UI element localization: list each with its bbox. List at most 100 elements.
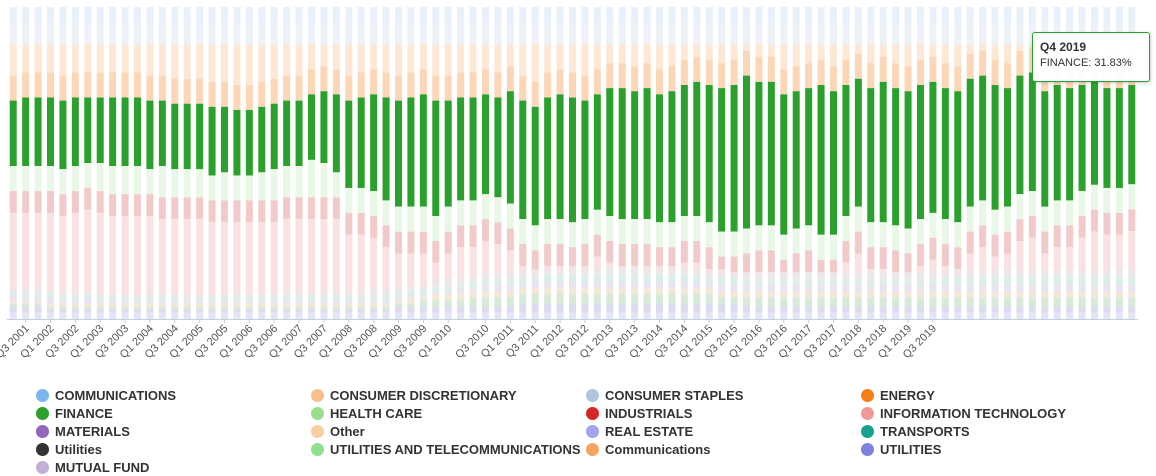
bar-misc-segment xyxy=(146,297,154,301)
bar-misc-segment xyxy=(308,300,315,304)
bar-finance xyxy=(233,109,241,176)
legend-item[interactable]: MUTUAL FUND xyxy=(36,458,149,476)
bar-misc-segment xyxy=(556,303,564,313)
legend-item[interactable]: Other xyxy=(311,422,365,440)
bar-finance xyxy=(755,81,763,226)
bar-misc-segment xyxy=(308,290,315,295)
legend-item[interactable]: REAL ESTATE xyxy=(586,422,693,440)
bar-communications xyxy=(730,7,738,23)
bar-communications xyxy=(96,7,104,23)
bar-consumer-discretionary-dark xyxy=(854,53,862,79)
bar-communications xyxy=(606,7,614,23)
bar-misc-segment xyxy=(1128,297,1136,307)
bar-information-technology xyxy=(544,265,552,270)
bar-misc-segment xyxy=(780,306,788,313)
legend-item[interactable]: TRANSPORTS xyxy=(861,422,970,440)
legend-item[interactable]: CONSUMER STAPLES xyxy=(586,386,743,404)
bar-health-care xyxy=(519,219,527,245)
bar-information-technology-dark xyxy=(506,228,514,251)
legend-label: HEALTH CARE xyxy=(330,405,423,421)
bar-consumer-discretionary-dark xyxy=(345,75,353,101)
bar-information-technology xyxy=(469,247,477,276)
legend-item[interactable]: FINANCE xyxy=(36,404,113,422)
legend-marker-icon xyxy=(861,424,874,438)
bar-misc-segment xyxy=(668,265,676,273)
legend-item[interactable]: Utilities xyxy=(36,440,102,458)
bar-information-technology-dark xyxy=(854,231,862,254)
bar-finance xyxy=(606,88,614,217)
bar-misc-segment xyxy=(146,300,154,304)
bar-consumer-discretionary-dark xyxy=(519,75,527,101)
bar-misc-segment xyxy=(1016,290,1024,298)
bar-consumer-discretionary xyxy=(283,44,291,76)
legend-item[interactable]: ENERGY xyxy=(861,386,935,404)
legend-item[interactable]: UTILITIES AND TELECOMMUNICATIONS xyxy=(311,440,581,458)
bar-consumer-discretionary xyxy=(767,44,775,57)
legend-item[interactable]: UTILITIES xyxy=(861,440,941,458)
bar-consumer-staples xyxy=(556,22,564,45)
bar-misc-segment xyxy=(183,300,191,304)
bar-health-care xyxy=(618,219,626,245)
bar-consumer-discretionary xyxy=(245,44,253,85)
bar-communications xyxy=(158,7,166,23)
bar-misc-segment xyxy=(1041,269,1049,273)
bar-misc-segment xyxy=(444,287,452,291)
bar-consumer-discretionary-dark xyxy=(904,66,912,92)
bar-misc-segment xyxy=(817,281,825,285)
legend-item[interactable]: MATERIALS xyxy=(36,422,130,440)
bar-consumer-discretionary-dark xyxy=(730,60,738,85)
legend-label: INDUSTRIALS xyxy=(605,405,693,421)
bar-consumer-discretionary xyxy=(830,44,837,67)
bar-misc-segment xyxy=(245,300,253,304)
bar-misc-segment xyxy=(96,294,104,298)
bar-health-care xyxy=(544,219,552,245)
bar-consumer-staples xyxy=(904,22,912,45)
bar-misc-segment xyxy=(146,309,154,313)
bar-misc-segment xyxy=(705,312,713,319)
bar-misc-segment xyxy=(444,290,452,295)
legend-item[interactable]: CONSUMER DISCRETIONARY xyxy=(311,386,517,404)
bar-communications xyxy=(233,7,241,23)
bar-finance xyxy=(1028,72,1036,192)
bar-misc-segment xyxy=(295,312,303,319)
bar-health-care xyxy=(395,206,402,232)
bar-misc-segment xyxy=(519,287,527,295)
bar-information-technology-dark xyxy=(407,231,415,254)
legend-item[interactable]: INFORMATION TECHNOLOGY xyxy=(861,404,1066,422)
bar-communications xyxy=(531,7,539,23)
bar-misc-segment xyxy=(208,300,216,304)
bar-finance xyxy=(382,97,390,201)
bar-misc-segment xyxy=(308,309,315,313)
bar-consumer-discretionary xyxy=(34,44,42,73)
bar-misc-segment xyxy=(494,297,502,307)
bar-information-technology xyxy=(295,219,303,291)
bar-misc-segment xyxy=(892,290,900,298)
bar-finance xyxy=(96,97,104,163)
bar-information-technology-dark xyxy=(705,247,713,270)
bar-misc-segment xyxy=(842,281,850,285)
bar-misc-segment xyxy=(1078,269,1086,273)
bar-health-care xyxy=(71,166,79,192)
bar-finance xyxy=(1115,88,1123,188)
legend-item[interactable]: HEALTH CARE xyxy=(311,404,422,422)
legend-item[interactable]: INDUSTRIALS xyxy=(586,404,692,422)
bar-finance xyxy=(71,97,79,167)
bar-misc-segment xyxy=(457,312,465,319)
legend-marker-icon xyxy=(586,406,599,420)
bar-misc-segment xyxy=(171,300,179,304)
bar-health-care xyxy=(457,200,465,226)
bar-consumer-discretionary-dark xyxy=(506,66,514,92)
bar-consumer-discretionary-dark xyxy=(158,75,166,101)
bar-communications xyxy=(904,7,912,23)
bar-misc-segment xyxy=(506,272,514,276)
bar-misc-segment xyxy=(718,269,726,276)
legend-item[interactable]: COMMUNICATIONS xyxy=(36,386,176,404)
bar-health-care xyxy=(867,222,875,248)
legend-item[interactable]: Communications xyxy=(586,440,710,458)
bar-finance xyxy=(270,103,278,170)
bar-health-care xyxy=(146,169,154,195)
bar-misc-segment xyxy=(494,272,502,276)
bar-misc-segment xyxy=(780,297,788,307)
bar-information-technology-dark xyxy=(631,244,639,266)
bar-finance xyxy=(668,91,676,223)
